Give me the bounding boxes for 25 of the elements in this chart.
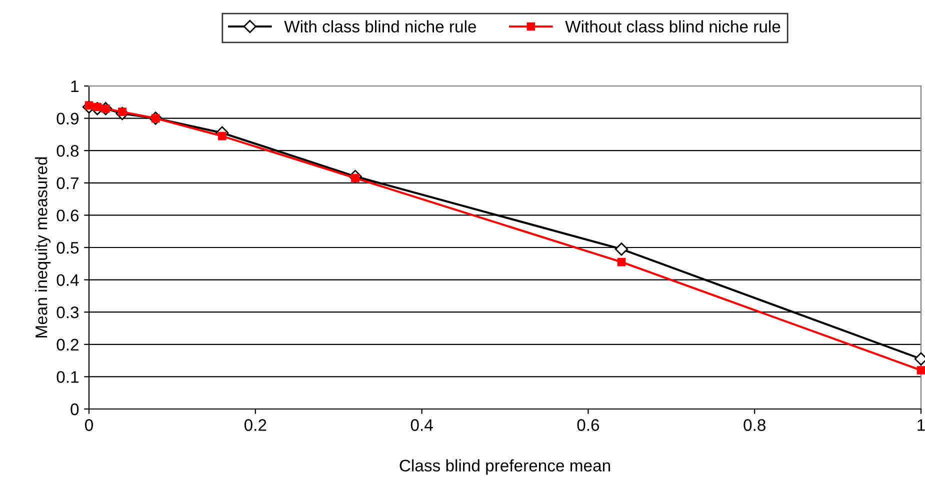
x-tick-label: 0.2 bbox=[244, 419, 266, 431]
y-tick-label: 0.1 bbox=[56, 371, 78, 383]
y-tick-label: 0.3 bbox=[56, 306, 79, 318]
y-tick-label: 0.4 bbox=[56, 274, 79, 286]
legend-label: Without class blind niche rule bbox=[565, 20, 780, 32]
point bbox=[916, 366, 925, 374]
y-tick-label: 0.8 bbox=[56, 145, 79, 157]
point bbox=[614, 242, 628, 256]
x-axis-title: Class blind preference mean bbox=[400, 459, 610, 475]
x-tick-label: 0.8 bbox=[744, 419, 766, 431]
y-tick-label: 0.7 bbox=[56, 177, 78, 190]
y-tick-label: 0.9 bbox=[56, 112, 78, 125]
y-tick-label: 1 bbox=[71, 80, 78, 92]
legend-label: With class blind niche rule bbox=[284, 20, 476, 32]
x-tick-label: 0.6 bbox=[577, 419, 600, 431]
y-tick-label: 0 bbox=[70, 403, 79, 416]
x-tick-label: 0.4 bbox=[410, 419, 433, 431]
y-axis-title: Mean inequity measured bbox=[35, 157, 51, 338]
x-tick-label: 0 bbox=[85, 419, 93, 431]
point bbox=[218, 132, 226, 140]
point bbox=[617, 258, 626, 266]
y-tick-label: 0.5 bbox=[56, 242, 79, 254]
x-tick-label: 1 bbox=[918, 419, 925, 431]
y-tick-label: 0.2 bbox=[56, 338, 78, 351]
y-tick-label: 0.6 bbox=[56, 210, 79, 222]
